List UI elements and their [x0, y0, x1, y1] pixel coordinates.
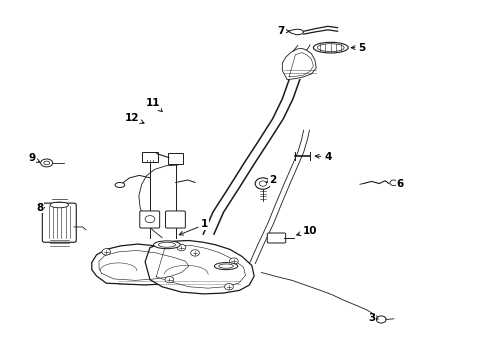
Circle shape: [102, 249, 110, 255]
Polygon shape: [92, 244, 205, 285]
Ellipse shape: [255, 178, 270, 189]
Text: 1: 1: [179, 220, 208, 235]
Polygon shape: [145, 240, 254, 294]
Circle shape: [145, 216, 155, 223]
Circle shape: [164, 276, 173, 283]
Ellipse shape: [259, 181, 266, 186]
Ellipse shape: [44, 161, 49, 165]
Polygon shape: [282, 48, 316, 80]
FancyBboxPatch shape: [267, 233, 285, 243]
Circle shape: [190, 250, 199, 256]
Text: 3: 3: [367, 313, 378, 323]
FancyBboxPatch shape: [140, 211, 159, 228]
FancyBboxPatch shape: [142, 152, 158, 162]
Circle shape: [229, 258, 238, 264]
Ellipse shape: [313, 42, 347, 53]
Ellipse shape: [115, 183, 124, 188]
Text: 12: 12: [124, 113, 144, 123]
Ellipse shape: [158, 242, 175, 247]
FancyBboxPatch shape: [165, 211, 185, 228]
Circle shape: [177, 244, 185, 251]
Text: 11: 11: [146, 99, 162, 112]
Ellipse shape: [41, 159, 53, 167]
FancyBboxPatch shape: [167, 153, 183, 164]
Circle shape: [376, 316, 386, 323]
Text: 10: 10: [296, 225, 317, 235]
FancyBboxPatch shape: [42, 203, 76, 242]
Circle shape: [224, 284, 233, 290]
Ellipse shape: [317, 44, 344, 51]
Text: 9: 9: [28, 153, 40, 163]
Polygon shape: [287, 29, 303, 35]
Ellipse shape: [50, 202, 68, 208]
Text: 5: 5: [350, 42, 365, 53]
Text: 2: 2: [265, 175, 276, 185]
Text: 6: 6: [395, 179, 403, 189]
Text: 7: 7: [277, 26, 288, 36]
Ellipse shape: [214, 262, 237, 270]
Ellipse shape: [218, 264, 233, 268]
Text: 4: 4: [315, 152, 331, 162]
Circle shape: [389, 180, 397, 186]
Ellipse shape: [153, 241, 180, 249]
Text: 8: 8: [36, 203, 44, 213]
